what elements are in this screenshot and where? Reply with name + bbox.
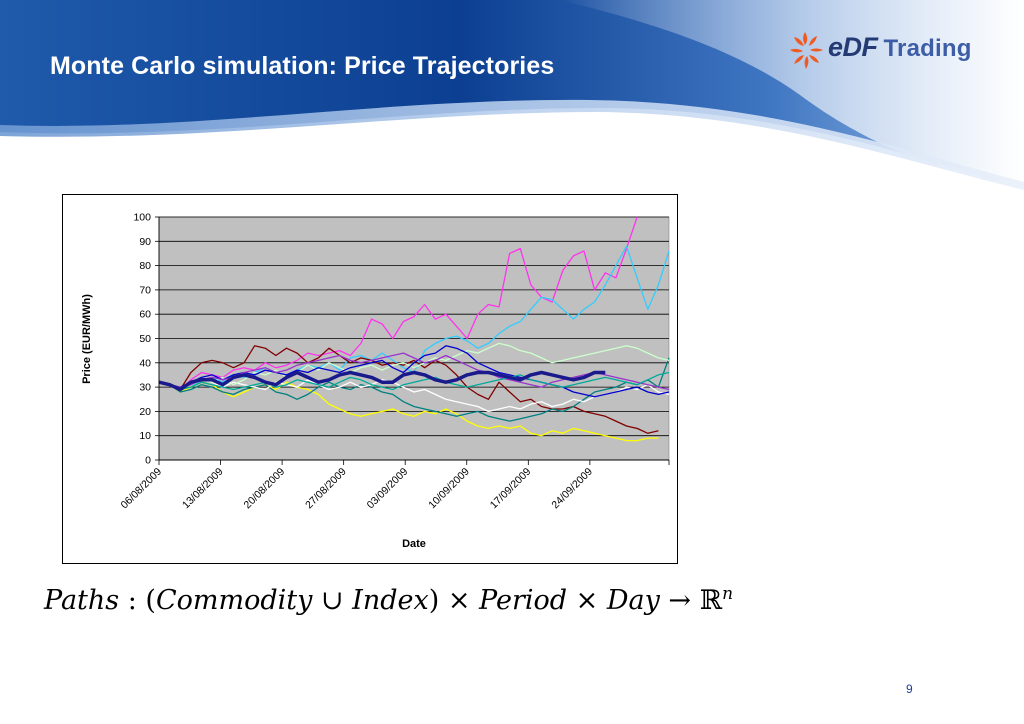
- formula-period: Period: [479, 585, 568, 616]
- formula-paths: Paths: [44, 585, 120, 616]
- logo-suffix: Trading: [883, 35, 972, 62]
- header-banner: [0, 0, 1024, 190]
- y-tick-label: 30: [139, 382, 151, 394]
- y-tick-label: 80: [139, 260, 151, 272]
- x-axis-label: Date: [402, 538, 426, 550]
- paths-formula: Paths : (Commodity ∪ Index) × Period × D…: [44, 584, 733, 616]
- series-line: [158, 345, 659, 434]
- y-tick-label: 10: [139, 430, 151, 442]
- formula-index: Index: [352, 585, 429, 616]
- y-tick-label: 50: [139, 333, 151, 345]
- logo-brand: eDF: [828, 32, 878, 62]
- y-tick-label: 70: [139, 284, 151, 296]
- formula-reals: ℝ: [699, 585, 723, 616]
- slide-title: Monte Carlo simulation: Price Trajectori…: [50, 52, 555, 80]
- edf-sun-icon: [790, 32, 823, 69]
- y-tick-label: 90: [139, 236, 151, 248]
- y-axis-label: Price (EUR/MWh): [81, 294, 93, 384]
- price-trajectories-chart: 0 10 20 30 40 50 60 70 80 90 100 06/08/2009 13/08/20…: [81, 212, 670, 550]
- series-line: [158, 379, 670, 413]
- x-tick-label: 24/09/2009: [549, 466, 595, 512]
- chart-frame: 0 10 20 30 40 50 60 70 80 90 100 06/08/2009 13/08/20…: [62, 194, 678, 564]
- x-tick-label: 17/09/2009: [488, 466, 534, 512]
- x-tick-label: 06/08/2009: [118, 466, 164, 512]
- edf-trading-logo: eDF Trading: [788, 28, 998, 72]
- y-tick-label: 0: [145, 455, 151, 467]
- formula-exponent: n: [722, 584, 734, 604]
- formula-day: Day: [606, 585, 660, 616]
- x-tick-label: 20/08/2009: [242, 466, 288, 512]
- x-tick-label: 10/09/2009: [426, 466, 472, 512]
- series-line: [158, 352, 670, 391]
- series-line: [158, 216, 638, 391]
- formula-colon: : (: [119, 585, 156, 616]
- formula-close-times: ) ×: [428, 585, 480, 616]
- series-line: [158, 370, 606, 392]
- y-tick-label: 60: [139, 309, 151, 321]
- series-line: [158, 357, 670, 422]
- formula-commodity: Commodity: [155, 585, 313, 616]
- formula-times: ×: [567, 585, 607, 616]
- x-tick-label: 03/09/2009: [365, 466, 411, 512]
- series-line: [158, 381, 659, 442]
- series-line: [158, 342, 670, 391]
- formula-union: ∪: [312, 585, 353, 616]
- formula-arrow: →: [659, 585, 700, 616]
- y-tick-label: 100: [133, 212, 151, 224]
- x-tick-label: 13/08/2009: [180, 466, 226, 512]
- x-tick-label: 27/08/2009: [303, 466, 349, 512]
- page-number: 9: [906, 682, 913, 696]
- y-tick-label: 20: [139, 406, 151, 418]
- series-line: [158, 371, 670, 391]
- y-tick-label: 40: [139, 357, 151, 369]
